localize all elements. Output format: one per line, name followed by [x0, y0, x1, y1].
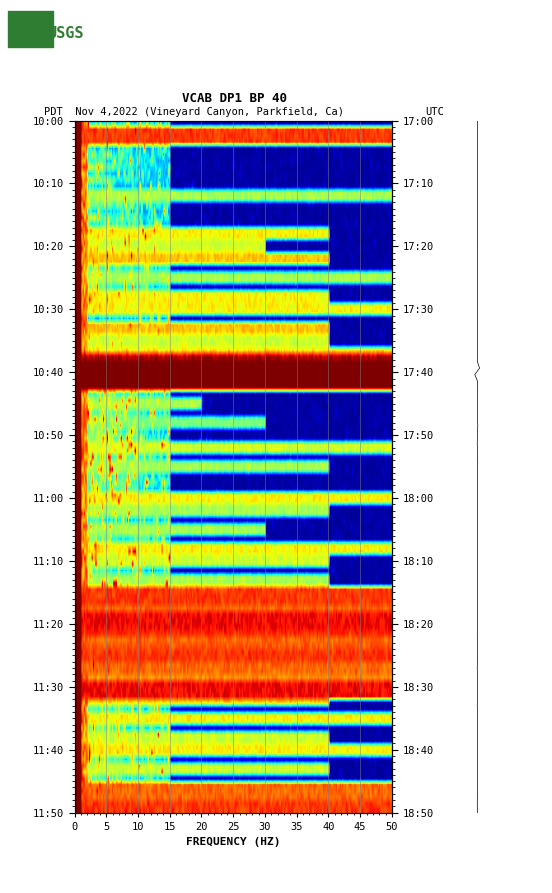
X-axis label: FREQUENCY (HZ): FREQUENCY (HZ) — [186, 838, 280, 847]
Text: PDT  Nov 4,2022 (Vineyard Canyon, Parkfield, Ca): PDT Nov 4,2022 (Vineyard Canyon, Parkfie… — [44, 107, 344, 117]
Text: USGS: USGS — [47, 26, 83, 40]
Text: VCAB DP1 BP 40: VCAB DP1 BP 40 — [182, 92, 287, 105]
Text: UTC: UTC — [425, 107, 444, 117]
